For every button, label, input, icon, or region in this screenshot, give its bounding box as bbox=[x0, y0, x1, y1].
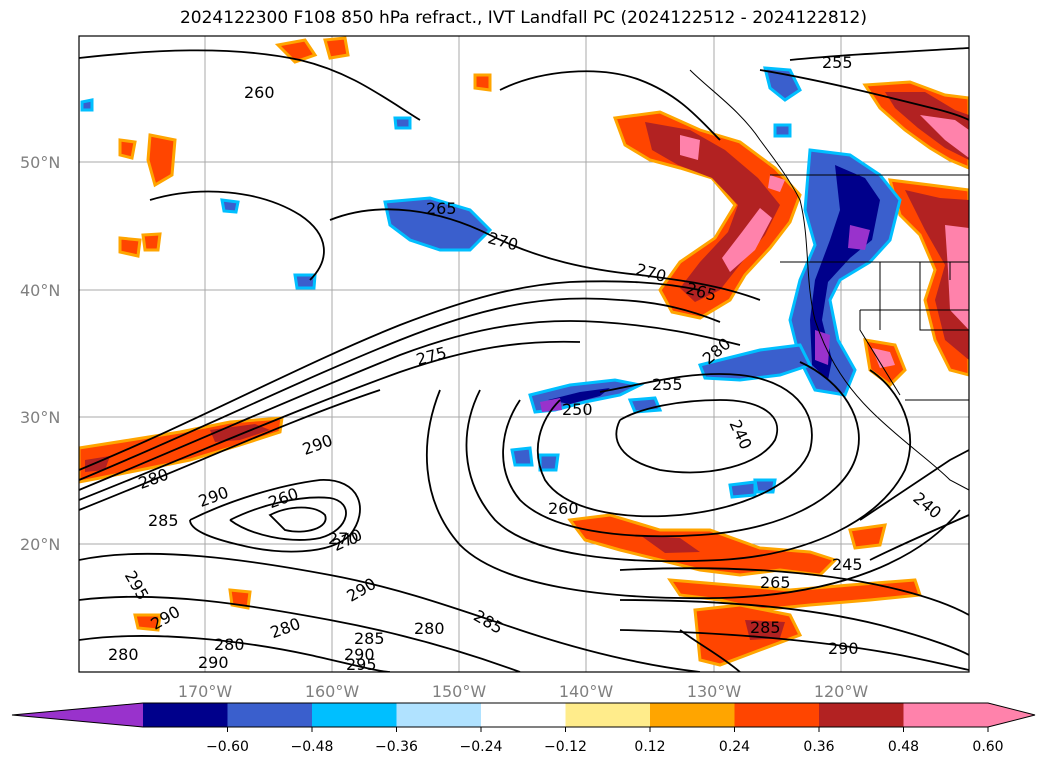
lon-label: 130°W bbox=[687, 682, 742, 701]
contour-label: 265 bbox=[426, 199, 457, 218]
colorbar-segment bbox=[396, 703, 482, 727]
shade-blob-b8 bbox=[393, 116, 412, 130]
shade-coast-navy bbox=[810, 165, 880, 380]
shade-blob-b10 bbox=[773, 123, 792, 138]
colorbar-segment bbox=[819, 703, 904, 727]
colorbar-tick-label: −0.48 bbox=[291, 739, 334, 755]
positive-shading bbox=[79, 36, 969, 667]
lat-label: 50°N bbox=[20, 153, 60, 172]
colorbar-segment bbox=[312, 703, 397, 727]
coastlines bbox=[689, 69, 969, 491]
shade-blob-b2 bbox=[510, 446, 534, 467]
shade-south3-red bbox=[745, 620, 785, 640]
colorbar-segment bbox=[650, 703, 735, 727]
shade-blob-b5 bbox=[753, 478, 777, 494]
contour-label: 265 bbox=[760, 573, 791, 592]
contour-label: 250 bbox=[562, 400, 593, 419]
shade-pnw-pink bbox=[722, 208, 772, 272]
contour-label: 290 bbox=[828, 639, 859, 658]
lat-label: 20°N bbox=[20, 535, 60, 554]
lon-label: 140°W bbox=[559, 682, 614, 701]
lon-label: 170°W bbox=[178, 682, 233, 701]
shade-nw-blob7 bbox=[473, 73, 492, 92]
shade-blob-b9 bbox=[80, 98, 94, 112]
lon-label: 120°W bbox=[814, 682, 869, 701]
shade-pnw-orange bbox=[612, 110, 802, 320]
shade-blob-b6 bbox=[293, 273, 317, 290]
shade-ca-pink bbox=[872, 348, 895, 368]
shade-blob-b7 bbox=[220, 198, 240, 214]
colorbar-tick-label: 0.60 bbox=[972, 739, 1003, 755]
contour-label: 290 bbox=[344, 645, 375, 664]
shade-nw-blob6 bbox=[118, 138, 137, 160]
colorbar-tick-label: −0.36 bbox=[375, 739, 418, 755]
shade-west-pink bbox=[945, 225, 969, 330]
contour-label: 280 bbox=[214, 635, 245, 654]
shade-nw-blob4 bbox=[274, 38, 318, 64]
contour-label: 280 bbox=[414, 619, 445, 638]
shade-blob-b3 bbox=[538, 453, 560, 472]
lon-label: 150°W bbox=[432, 682, 487, 701]
negative-shading bbox=[80, 66, 902, 499]
contour-label: 285 bbox=[354, 629, 385, 648]
contour-label: 245 bbox=[832, 555, 863, 574]
colorbar-tick-label: 0.48 bbox=[888, 739, 919, 755]
contour-lines bbox=[79, 47, 969, 672]
shade-coast-purple2 bbox=[815, 330, 830, 365]
lat-label: 40°N bbox=[20, 281, 60, 300]
contour-label: 270 bbox=[328, 529, 359, 548]
map-title: 2024122300 F108 850 hPa refract., IVT La… bbox=[179, 8, 867, 28]
contour-label: 255 bbox=[652, 375, 683, 394]
longitude-labels: 170°W 160°W 150°W 140°W 130°W 120°W bbox=[178, 682, 869, 701]
shade-ne-red bbox=[885, 92, 969, 160]
colorbar-extend-min bbox=[12, 703, 143, 727]
shade-coast-purple bbox=[848, 225, 870, 250]
shade-nw-blob1 bbox=[146, 133, 177, 188]
colorbar-segment bbox=[227, 703, 313, 727]
shade-pnw-pink2 bbox=[680, 135, 700, 160]
shade-coast-blue2 bbox=[697, 343, 813, 382]
colorbar-segment bbox=[903, 703, 989, 727]
colorbar-segment bbox=[565, 703, 651, 727]
colorbar-extend-max bbox=[988, 703, 1035, 727]
shade-low-navy bbox=[548, 388, 610, 404]
contour-label: 290 bbox=[198, 653, 229, 672]
contour-label: 260 bbox=[548, 499, 579, 518]
colorbar-tick-label: 0.24 bbox=[719, 739, 750, 755]
contour-label: 260 bbox=[244, 83, 275, 102]
latitude-labels: 50°N 40°N 30°N 20°N bbox=[20, 153, 60, 554]
contour-label: 285 bbox=[750, 618, 781, 637]
lat-label: 30°N bbox=[20, 408, 60, 427]
colorbar-tick-label: −0.12 bbox=[544, 739, 587, 755]
shade-low-purple bbox=[540, 398, 562, 412]
colorbar-segment bbox=[143, 703, 228, 727]
colorbar-segment bbox=[734, 703, 820, 727]
shade-nw-blob9 bbox=[133, 613, 162, 632]
contour-label: 285 bbox=[148, 511, 179, 530]
shade-ne-pink bbox=[920, 115, 969, 158]
colorbar-tick-label: 0.12 bbox=[634, 739, 665, 755]
shade-nw-blob5 bbox=[323, 36, 350, 60]
colorbar-tick-label: 0.36 bbox=[803, 739, 834, 755]
colorbar-outline bbox=[11, 702, 1036, 728]
shade-nw-blob10 bbox=[848, 523, 887, 550]
colorbar-tick-label: −0.24 bbox=[460, 739, 503, 755]
colorbar-tick-label: −0.60 bbox=[206, 739, 249, 755]
colorbar: −0.60 −0.48 −0.36 −0.24 −0.12 0.12 0.24 0.36 0.4… bbox=[11, 702, 1036, 755]
map-content: 255 260 265 270 270 265 275 280 255 250 … bbox=[79, 36, 969, 674]
shade-south-red bbox=[640, 535, 700, 553]
shade-south2-orange bbox=[667, 578, 923, 612]
lon-label: 160°W bbox=[305, 682, 360, 701]
contour-label: 255 bbox=[822, 53, 853, 72]
shade-pnw-pink3 bbox=[768, 175, 785, 192]
shade-blob-b4 bbox=[728, 480, 757, 499]
colorbar-segment bbox=[481, 703, 566, 727]
shade-nw-blob3 bbox=[141, 232, 162, 252]
contour-label: 280 bbox=[108, 645, 139, 664]
shade-nw-blob2 bbox=[118, 236, 142, 258]
contour-label: 295 bbox=[346, 655, 377, 674]
map-frame bbox=[78, 35, 970, 673]
